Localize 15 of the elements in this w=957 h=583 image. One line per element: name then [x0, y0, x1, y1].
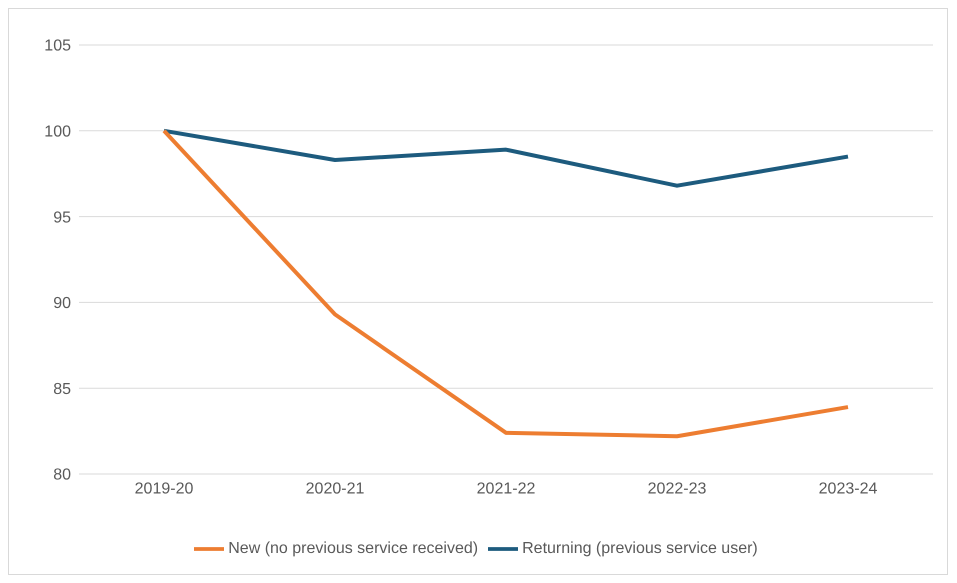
x-tick-label: 2019-20 — [134, 480, 194, 498]
legend-label: Returning (previous service user) — [522, 540, 758, 558]
x-tick-label: 2022-23 — [648, 480, 706, 498]
y-tick-label: 95 — [53, 209, 72, 226]
y-tick-label: 85 — [53, 380, 72, 398]
y-tick-label: 100 — [44, 123, 72, 140]
y-tick-label: 105 — [44, 38, 72, 55]
y-tick-label: 90 — [53, 295, 72, 312]
x-tick-label: 2023-24 — [818, 480, 878, 498]
x-tick-label: 2020-21 — [306, 480, 364, 498]
legend-label: New (no previous service received) — [228, 540, 478, 558]
x-tick-label: 2021-22 — [476, 480, 536, 498]
line-series — [162, 128, 850, 438]
line-series — [162, 128, 850, 188]
y-tick-label: 80 — [53, 466, 72, 484]
